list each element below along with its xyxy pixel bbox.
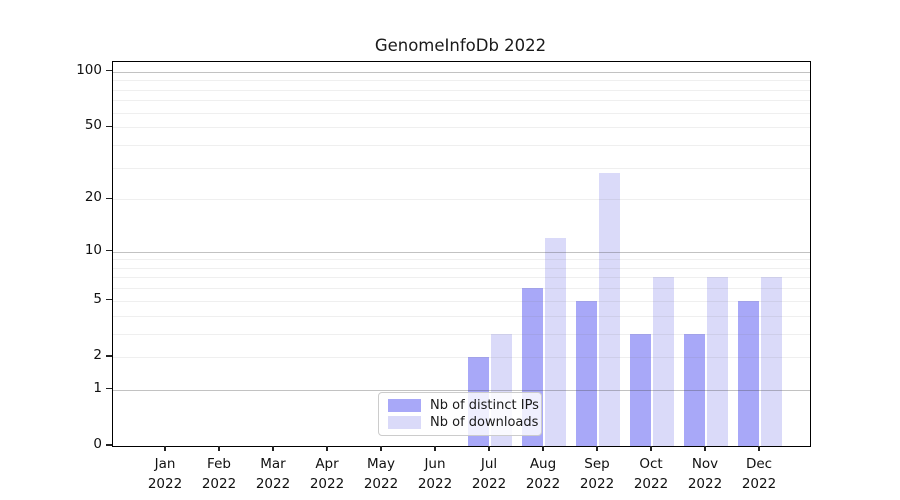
y-tick-label: 100 <box>76 61 102 78</box>
gridline-minor <box>113 259 810 261</box>
gridline-minor <box>113 300 810 302</box>
x-tick-label-sep: Sep 2022 <box>579 456 615 492</box>
x-tick <box>218 446 220 452</box>
bar-downloads-oct <box>653 277 674 446</box>
x-tick <box>488 446 490 452</box>
legend-swatch-downloads <box>388 416 421 429</box>
x-tick <box>164 446 166 452</box>
legend-label-downloads: Nb of downloads <box>430 415 539 430</box>
x-tick <box>596 446 598 452</box>
x-tick-label-may: May 2022 <box>363 456 399 492</box>
bar-ips-dec <box>738 300 759 446</box>
x-tick-label-jun: Jun 2022 <box>417 456 453 492</box>
x-tick <box>758 446 760 452</box>
gridline-minor <box>113 89 810 91</box>
y-tick-label: 2 <box>93 346 102 363</box>
bar-ips-sep <box>576 300 597 446</box>
chart-title: GenomeInfoDb 2022 <box>374 36 547 55</box>
gridline-minor <box>113 100 810 102</box>
legend-item-downloads: Nb of downloads <box>388 415 538 430</box>
x-tick-label-dec: Dec 2022 <box>741 456 777 492</box>
y-tick <box>106 444 112 446</box>
gridline-minor <box>113 267 810 269</box>
plot-area <box>112 61 811 447</box>
gridline-major <box>113 71 810 73</box>
gridline-minor <box>113 199 810 201</box>
x-tick-label-jul: Jul 2022 <box>471 456 507 492</box>
x-tick-label-mar: Mar 2022 <box>255 456 291 492</box>
y-tick-label: 10 <box>84 241 102 258</box>
y-tick-label: 20 <box>84 189 102 206</box>
y-tick <box>106 355 112 357</box>
legend: Nb of distinct IPs Nb of downloads <box>378 392 542 436</box>
x-tick-label-apr: Apr 2022 <box>309 456 345 492</box>
legend-label-distinct-ips: Nb of distinct IPs <box>430 398 539 413</box>
gridline-major <box>113 251 810 253</box>
gridline-minor <box>113 144 810 146</box>
y-tick-label: 1 <box>93 379 102 396</box>
y-tick-label: 5 <box>93 290 102 307</box>
gridline-minor <box>113 333 810 335</box>
y-tick-label: 50 <box>84 117 102 134</box>
gridline-minor <box>113 127 810 129</box>
x-tick <box>542 446 544 452</box>
bar-ips-oct <box>630 333 651 446</box>
legend-swatch-distinct-ips <box>388 399 421 412</box>
y-tick <box>106 249 112 252</box>
y-tick <box>106 388 112 390</box>
gridline-minor <box>113 167 810 169</box>
bar-downloads-nov <box>707 277 728 446</box>
y-tick <box>106 197 112 199</box>
x-tick <box>434 446 436 452</box>
x-tick-label-jan: Jan 2022 <box>147 456 183 492</box>
x-tick <box>704 446 706 452</box>
y-tick <box>106 70 112 72</box>
gridline-minor <box>113 112 810 114</box>
bar-downloads-aug <box>545 238 566 446</box>
bar-ips-nov <box>684 333 705 446</box>
bar-downloads-sep <box>599 173 620 446</box>
gridline-minor <box>113 80 810 82</box>
bar-downloads-dec <box>761 277 782 446</box>
gridline-minor <box>113 277 810 279</box>
y-tick-label: 0 <box>93 436 102 452</box>
gridline-major <box>113 389 810 391</box>
gridline-minor <box>113 288 810 290</box>
x-tick-label-feb: Feb 2022 <box>201 456 237 492</box>
legend-item-distinct-ips: Nb of distinct IPs <box>388 398 539 413</box>
y-tick <box>106 299 112 301</box>
gridline-minor <box>113 356 810 358</box>
x-tick <box>380 446 382 452</box>
x-tick <box>650 446 652 452</box>
x-tick <box>326 446 328 452</box>
x-tick-label-nov: Nov 2022 <box>687 456 723 492</box>
x-tick <box>272 446 274 452</box>
x-tick-label-oct: Oct 2022 <box>633 456 669 492</box>
gridline-minor <box>113 315 810 317</box>
x-tick-label-aug: Aug 2022 <box>525 456 561 492</box>
y-tick <box>106 125 112 127</box>
